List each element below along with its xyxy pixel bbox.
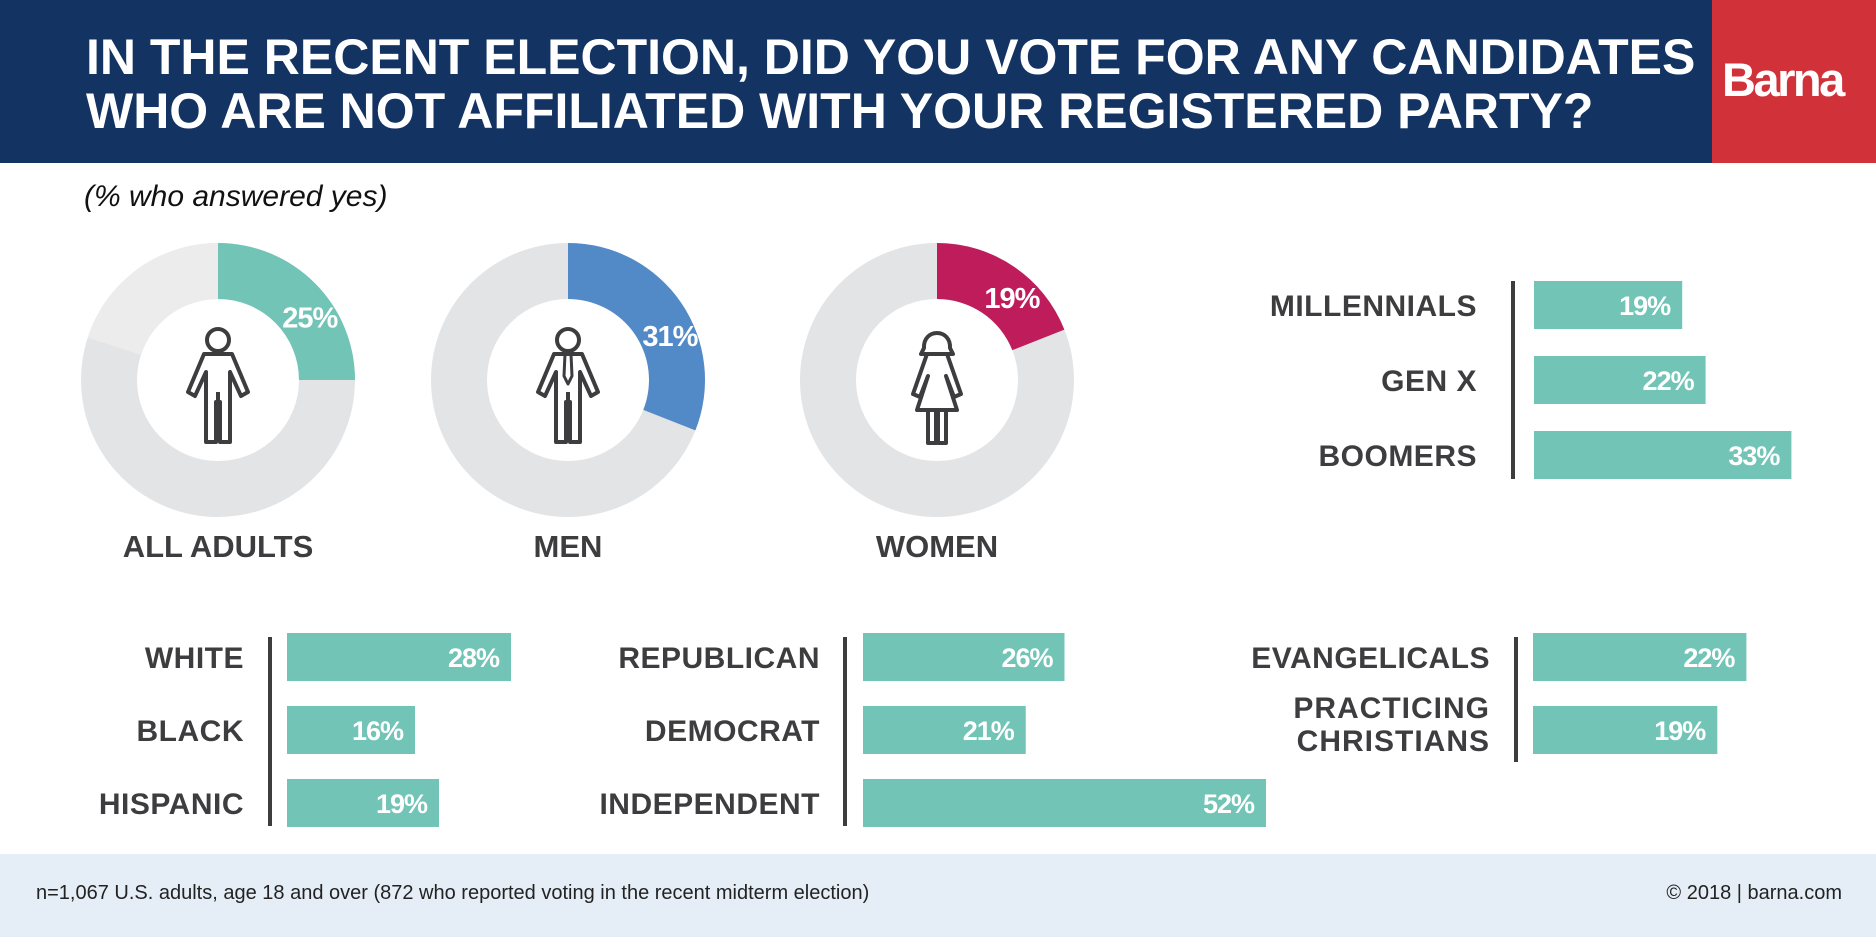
bar-category-label: BOOMERS <box>1318 440 1477 473</box>
bar-group-ethnicity: 28% WHITE 16% BLACK 19% HISPANIC <box>99 633 511 827</box>
donut-slice <box>218 243 355 380</box>
bar-value-label: 19% <box>1654 716 1706 746</box>
barna-logo: Barna <box>1712 0 1876 163</box>
bar-value-label: 52% <box>1203 789 1255 819</box>
bar-category-label: CHRISTIANS <box>1297 725 1490 758</box>
man-icon <box>536 327 600 444</box>
bar <box>287 633 511 681</box>
donut-value-label: 31% <box>642 321 698 353</box>
title-line-1: IN THE RECENT ELECTION, DID YOU VOTE FOR… <box>86 29 1696 85</box>
bar-group-party: 26% REPUBLICAN 21% DEMOCRAT 52% INDEPENDENT <box>599 633 1266 827</box>
bar-axis-line <box>1514 637 1518 762</box>
bar-value-label: 28% <box>448 643 500 673</box>
donut-category-label: WOMEN <box>876 529 998 564</box>
donut-men: 31% MEN <box>431 243 705 564</box>
bar-category-label: BLACK <box>137 715 245 748</box>
footer: n=1,067 U.S. adults, age 18 and over (87… <box>0 854 1876 937</box>
bar-value-label: 26% <box>1001 643 1053 673</box>
bar-category-label: WHITE <box>145 642 244 675</box>
bar-category-label: INDEPENDENT <box>599 788 820 821</box>
bar <box>863 779 1266 827</box>
bar-value-label: 19% <box>1619 291 1671 321</box>
sample-note: n=1,067 U.S. adults, age 18 and over (87… <box>36 882 870 904</box>
bar-category-label: DEMOCRAT <box>645 715 820 748</box>
chart-subtitle: (% who answered yes) <box>84 180 388 213</box>
title-line-2: WHO ARE NOT AFFILIATED WITH YOUR REGISTE… <box>86 83 1594 139</box>
bar <box>1534 281 1683 329</box>
donut-value-label: 25% <box>282 303 338 335</box>
tie-icon <box>562 352 574 386</box>
bar-axis-line <box>1511 281 1515 479</box>
chart-canvas: 25% ALL ADULTS 31% MEN 19% WOMEN 19% MILLENNIAL… <box>81 243 1792 827</box>
bar-group-generation: 19% MILLENNIALS 22% GEN X 33% BOOMERS <box>1270 281 1792 479</box>
bar <box>1533 633 1747 681</box>
donut-women: 19% WOMEN <box>800 243 1074 564</box>
bar <box>863 706 1026 754</box>
copyright: © 2018 | barna.com <box>1666 882 1842 904</box>
bar <box>1534 356 1706 404</box>
bar <box>1533 706 1718 754</box>
donut-slice <box>568 243 705 431</box>
donut-all-adults: 25% ALL ADULTS <box>81 243 355 564</box>
person-icon <box>186 327 250 444</box>
donut-track-highlight <box>87 243 218 355</box>
bar-value-label: 22% <box>1643 366 1695 396</box>
bar <box>863 633 1065 681</box>
bar <box>287 779 439 827</box>
bar-category-label: MILLENNIALS <box>1270 290 1477 323</box>
bar-category-label: HISPANIC <box>99 788 244 821</box>
bar-category-label: PRACTICING <box>1293 692 1490 725</box>
bar-value-label: 22% <box>1683 643 1735 673</box>
donut-category-label: ALL ADULTS <box>123 529 314 564</box>
bar-category-label: GEN X <box>1381 365 1477 398</box>
bar-category-label: EVANGELICALS <box>1251 642 1490 675</box>
bar-value-label: 16% <box>352 716 404 746</box>
bar-value-label: 21% <box>963 716 1015 746</box>
bar-axis-line <box>843 637 847 826</box>
bar <box>287 706 415 754</box>
bar <box>1534 431 1792 479</box>
donut-category-label: MEN <box>534 529 603 564</box>
logo-text: Barna <box>1722 53 1845 106</box>
donut-value-label: 19% <box>984 283 1040 315</box>
woman-icon <box>911 331 963 445</box>
chart-title: IN THE RECENT ELECTION, DID YOU VOTE FOR… <box>86 30 1706 138</box>
bar-value-label: 19% <box>376 789 428 819</box>
bar-category-label: REPUBLICAN <box>618 642 820 675</box>
donut-slice <box>937 243 1065 351</box>
header-banner: IN THE RECENT ELECTION, DID YOU VOTE FOR… <box>0 0 1712 163</box>
bar-value-label: 33% <box>1728 441 1780 471</box>
bar-axis-line <box>268 637 272 826</box>
